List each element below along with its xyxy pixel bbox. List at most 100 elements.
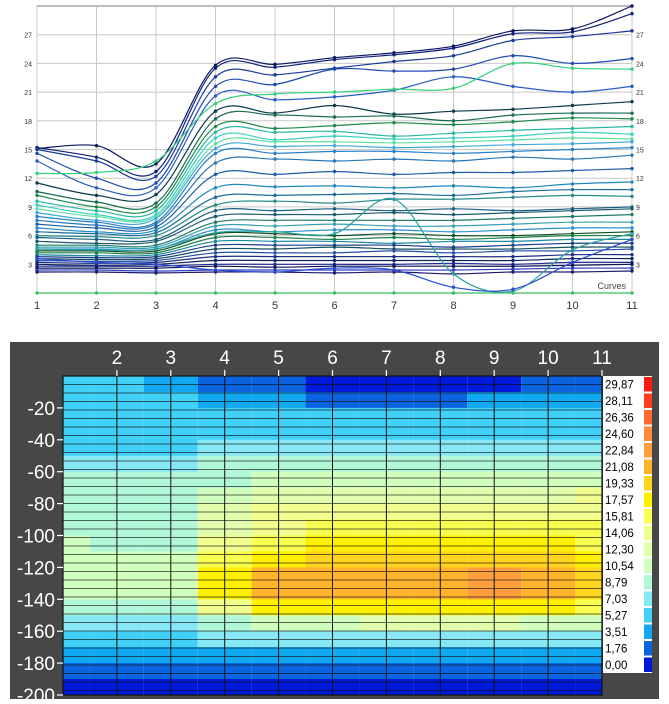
series-point (273, 291, 277, 295)
colorbar-label: 8,79 (605, 578, 627, 590)
series-point (392, 249, 396, 253)
series-point (630, 241, 634, 245)
colorbar-label: 1,76 (605, 644, 627, 656)
heatmap-cell (63, 679, 90, 696)
x-tick-label: 4 (212, 300, 218, 312)
series-point (511, 291, 515, 295)
series-point (332, 140, 337, 144)
series-point (213, 117, 218, 121)
x-tick-label: 7 (391, 300, 397, 312)
series-point (570, 116, 575, 120)
series-point (35, 291, 39, 295)
series-point (392, 134, 396, 138)
series-point (451, 122, 456, 127)
heatmap-cell (575, 519, 602, 536)
series-point (392, 235, 396, 240)
series-point (213, 101, 218, 106)
series-line (36, 55, 633, 191)
series-point (35, 203, 39, 207)
series-point (94, 186, 99, 190)
series-point (213, 231, 218, 235)
series-point (35, 151, 39, 156)
series-point (332, 129, 337, 134)
series-point (570, 61, 575, 66)
series-point (273, 258, 277, 263)
series-point (273, 270, 277, 274)
series-point (154, 262, 158, 266)
heatmap-cell (575, 471, 602, 489)
series-point (35, 207, 39, 211)
colorbar-swatch (644, 393, 652, 408)
series-point (451, 264, 456, 268)
series-point (570, 245, 575, 249)
series-point (35, 199, 39, 203)
colorbar-cell (603, 508, 652, 525)
series-point (332, 201, 337, 205)
series-point (630, 269, 634, 273)
series-point (511, 61, 515, 66)
colorbar-swatch (644, 558, 652, 573)
series-line (36, 13, 633, 177)
series-point (35, 181, 39, 185)
heatmap-cell (575, 455, 602, 473)
x-tick-label: 5 (273, 348, 284, 369)
series-point (570, 237, 575, 242)
series-point (273, 151, 277, 156)
x-tick-label: 8 (435, 348, 446, 369)
series-point (154, 225, 158, 229)
x-tick-label: 7 (381, 348, 392, 369)
series-point (332, 251, 337, 255)
series-point (451, 184, 456, 188)
colorbar-swatch (644, 509, 652, 524)
x-tick-label: 10 (538, 348, 559, 369)
series-point (94, 291, 99, 295)
x-tick-label: 3 (166, 348, 177, 369)
series-point (392, 53, 396, 57)
series-point (94, 270, 99, 274)
series-point (451, 258, 456, 263)
x-tick-label: 9 (489, 348, 500, 369)
series-point (451, 251, 456, 255)
series-point (451, 291, 456, 295)
series-point (94, 170, 99, 175)
series-point (35, 193, 39, 198)
y-tick-label-right: 9 (636, 205, 640, 212)
series-point (154, 222, 158, 226)
series-point (630, 187, 634, 192)
heatmap-cell (575, 599, 602, 616)
colorbar-label: 10,54 (605, 561, 634, 573)
series-point (630, 266, 634, 270)
series-point (213, 94, 218, 98)
series-point (511, 210, 515, 215)
heatmap-cell (63, 599, 90, 616)
series-point (451, 207, 456, 211)
series-point (213, 84, 218, 89)
colorbar-label: 17,57 (605, 495, 634, 507)
series-point (332, 159, 337, 163)
heatmap-cell (575, 535, 602, 552)
series-point (332, 245, 337, 249)
series-point (332, 258, 337, 263)
y-tick-label: -160 (17, 622, 55, 643)
series-point (273, 157, 277, 161)
series-point (273, 144, 277, 149)
series-point (273, 235, 277, 240)
series-line (36, 117, 633, 214)
colorbar-cell (603, 640, 652, 657)
heatmap-cell (63, 583, 90, 600)
series-point (630, 140, 634, 144)
series-point (94, 234, 99, 239)
series-point (511, 267, 515, 271)
heatmap-cell (575, 487, 602, 505)
series-point (94, 226, 99, 230)
series-point (273, 224, 277, 228)
series-point (570, 193, 575, 198)
series-line (36, 147, 633, 229)
series-point (511, 54, 515, 58)
series-point (451, 254, 456, 259)
series-point (570, 130, 575, 134)
heatmap-cell (575, 567, 602, 584)
colorbar-swatch (644, 542, 652, 557)
y-tick-label: -100 (17, 527, 55, 548)
series-point (213, 130, 218, 134)
